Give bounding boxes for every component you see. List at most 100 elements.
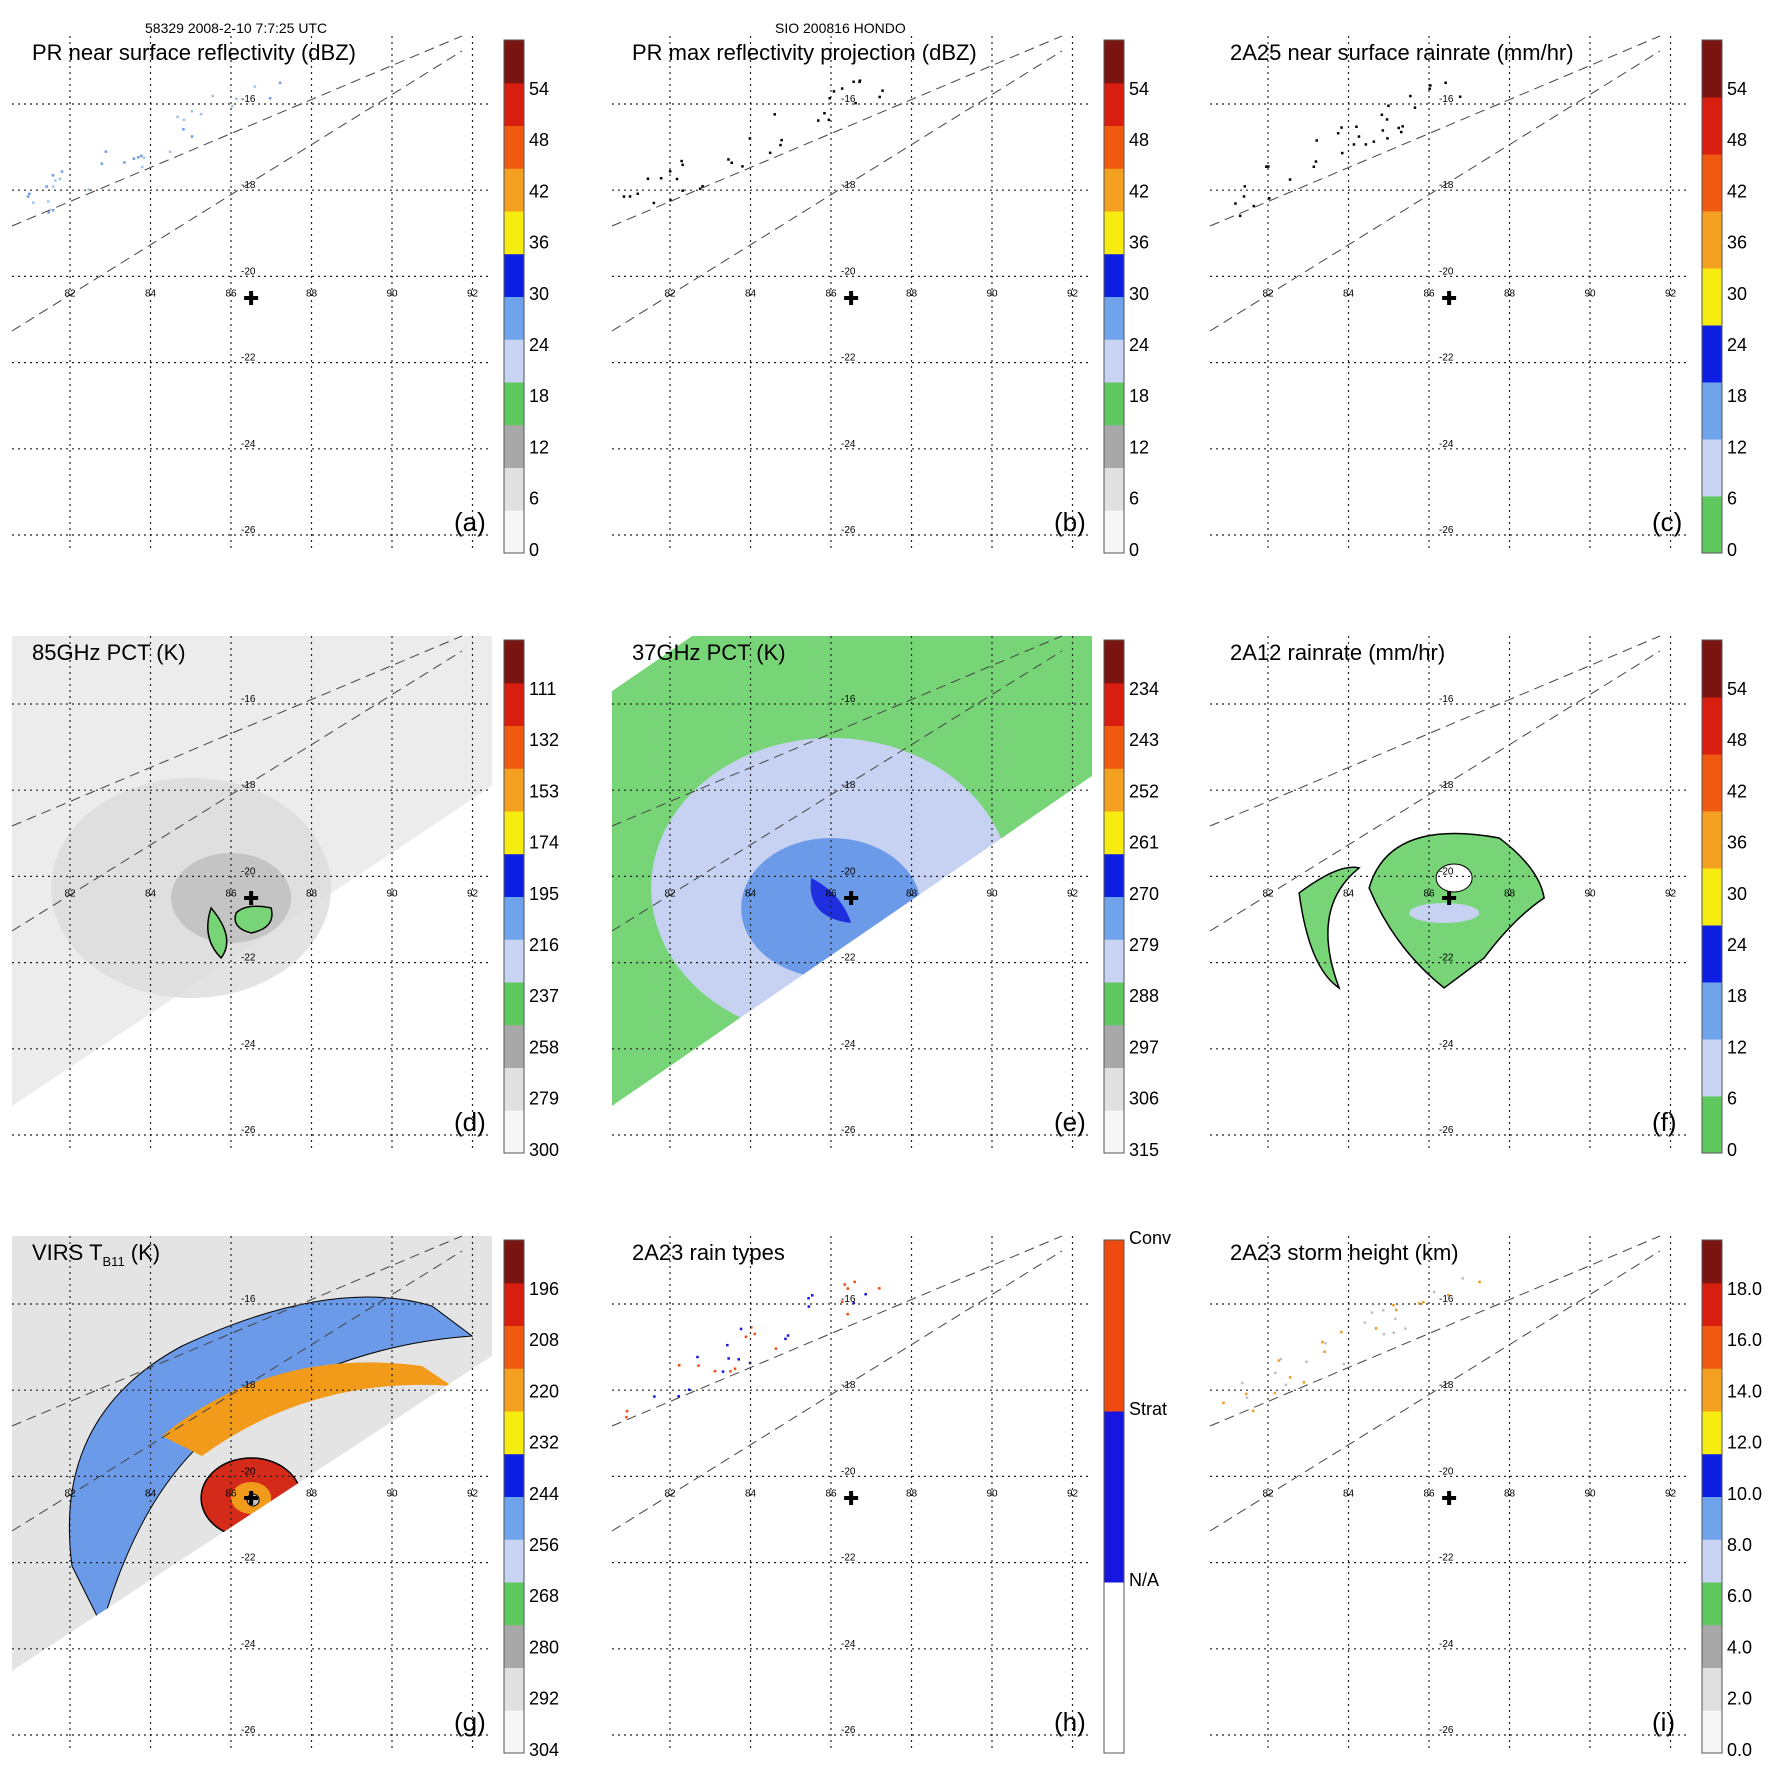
colorbar-label: 237 — [529, 986, 559, 1006]
colorbar-c: 54 48 42 36 30 24 18 12 6 0 — [1701, 39, 1747, 560]
colorbar-label: 36 — [1727, 833, 1747, 853]
header-orbit-time: 58329 2008-2-10 7:7:25 UTC — [145, 20, 328, 36]
storm-center-marker — [1442, 290, 1457, 305]
lon-tick-label: 90 — [1584, 1488, 1596, 1499]
colorbar-label: 174 — [529, 833, 559, 853]
lon-tick-label: 86 — [1423, 888, 1435, 899]
lon-tick-label: 90 — [386, 288, 398, 299]
colorbar-segment — [1702, 1624, 1722, 1668]
lon-tick-label: 90 — [986, 1488, 998, 1499]
colorbar-segment — [1104, 1110, 1124, 1154]
lon-tick-label: 84 — [145, 888, 157, 899]
precip-speckle — [235, 97, 238, 100]
precip-speckle — [1245, 1396, 1249, 1399]
lon-tick-label: 84 — [1343, 288, 1355, 299]
precip-speckle — [1355, 125, 1358, 128]
panel-label: (d) — [454, 1107, 486, 1137]
precip-speckle — [730, 161, 733, 164]
colorbar-label: 18 — [529, 386, 549, 406]
colorbar-segment — [504, 1667, 524, 1711]
storm-center-marker — [1442, 1490, 1457, 1505]
precip-speckle — [211, 94, 214, 98]
colorbar-frame — [503, 1239, 525, 1754]
lat-tick-label: -22 — [1439, 953, 1454, 964]
pr-swath-edge-upper — [611, 635, 1063, 827]
precip-speckle — [51, 209, 55, 212]
lat-tick-label: -22 — [1439, 1553, 1454, 1564]
colorbar-label: 6 — [529, 489, 539, 509]
colorbar-label: 12 — [1727, 437, 1747, 457]
precip-speckle — [1429, 84, 1432, 87]
precip-speckle — [773, 113, 776, 116]
precip-speckle — [1323, 1350, 1326, 1353]
precip-speckle — [1381, 129, 1385, 132]
colorbar-label: 14.0 — [1727, 1381, 1762, 1401]
precip-speckle — [1387, 104, 1390, 107]
colorbar-label: 304 — [529, 1740, 559, 1760]
precip-speckle — [636, 192, 639, 195]
colorbar-segment — [504, 424, 524, 468]
storm-center-marker — [844, 1490, 859, 1505]
precip-speckle — [1273, 1391, 1277, 1395]
storm-center-marker — [1442, 890, 1457, 905]
colorbar-label: 42 — [1727, 181, 1747, 201]
colorbar-frame — [503, 639, 525, 1154]
precip-speckle — [1364, 143, 1368, 146]
precip-speckle — [669, 198, 672, 202]
colorbar-segment — [504, 896, 524, 940]
colorbar-segment — [1104, 40, 1124, 84]
pr-swath-edge-upper — [11, 1235, 463, 1427]
colorbar-label: 36 — [1727, 233, 1747, 253]
precip-speckle — [1336, 132, 1340, 135]
colorbar-segment — [1104, 382, 1124, 426]
lat-tick-label: -24 — [1439, 439, 1454, 450]
precip-speckle — [1238, 214, 1242, 218]
precip-speckle — [132, 157, 136, 160]
colorbar-segment — [1702, 811, 1722, 869]
precip-speckle — [182, 118, 186, 122]
colorbar-label: 306 — [1129, 1089, 1159, 1109]
precip-speckle — [753, 1332, 756, 1336]
precip-speckle — [1341, 151, 1344, 155]
precip-speckle — [1243, 185, 1247, 188]
precip-speckle — [199, 112, 203, 116]
panel-title: VIRS TB11 (K) — [32, 1240, 160, 1269]
pr-swath-edge-upper — [611, 1235, 1063, 1427]
precip-speckle — [625, 1415, 628, 1419]
colorbar-segment — [1702, 1368, 1722, 1412]
lat-tick-label: -24 — [241, 1039, 256, 1050]
colorbar-label: 30 — [1727, 884, 1747, 904]
panel-label: (a) — [454, 507, 486, 537]
lon-tick-label: 88 — [306, 888, 318, 899]
precip-speckle — [1394, 1317, 1397, 1321]
pr-swath-edge-lower — [1209, 650, 1661, 932]
colorbar-label: Strat — [1129, 1399, 1167, 1419]
colorbar-label: 220 — [529, 1381, 559, 1401]
lat-tick-label: -16 — [841, 694, 856, 705]
title-subscript: B11 — [103, 1254, 125, 1269]
precip-speckle — [858, 80, 861, 84]
colorbar-segment — [1104, 424, 1124, 468]
tb85-green-band-1 — [207, 906, 228, 960]
colorbar-segment — [1702, 1411, 1722, 1455]
colorbar-segment — [504, 1110, 524, 1154]
precip-speckle — [87, 188, 91, 191]
lon-tick-label: 90 — [1584, 288, 1596, 299]
colorbar-label: 48 — [529, 130, 549, 150]
precip-speckle — [1444, 81, 1447, 84]
panel-g: -16 -18 -20 -22 -24 -26 82 84 86 88 90 92 VIRS TB11 … — [11, 1235, 492, 1751]
lat-tick-label: -22 — [241, 353, 256, 364]
colorbar-label: 153 — [529, 781, 559, 801]
precip-speckle — [47, 211, 50, 214]
precip-speckle — [1404, 1327, 1407, 1330]
rain2a12-light-blue-core — [1409, 902, 1480, 923]
colorbar-frame — [503, 39, 525, 554]
colorbar-segment — [504, 1067, 524, 1111]
precip-speckle — [1386, 137, 1389, 140]
panel-f: -16 -18 -20 -22 -24 -26 82 84 86 88 90 92 2A12 rainr… — [1209, 635, 1690, 1151]
precip-speckle — [278, 81, 282, 85]
panel-label: (e) — [1054, 1107, 1086, 1137]
precip-speckle — [1305, 1360, 1308, 1363]
precip-speckle — [1222, 1401, 1225, 1405]
